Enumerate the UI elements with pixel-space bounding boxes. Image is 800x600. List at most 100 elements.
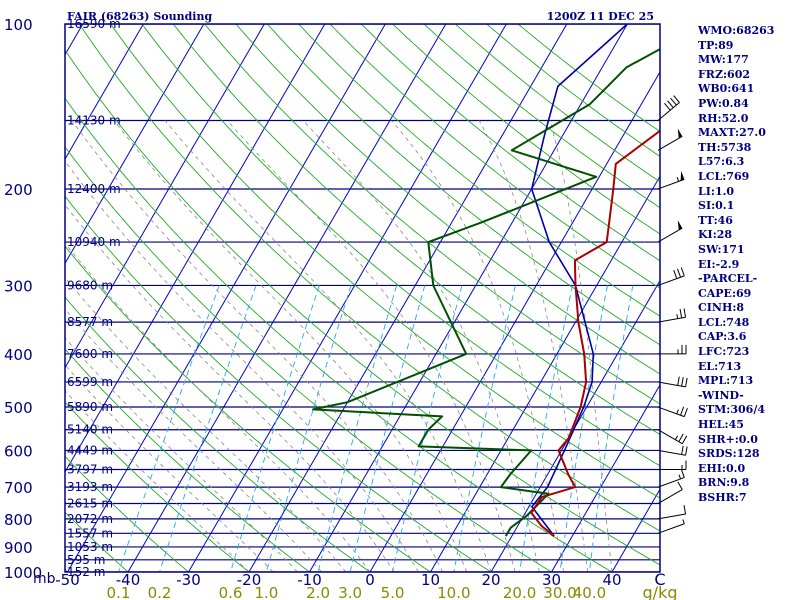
index-line: TT:46: [698, 213, 733, 227]
temperature-tick-label: -50: [55, 571, 80, 589]
dry-adiabat: [65, 348, 310, 572]
indices-panel: WMO:68263 TP:89 MW:177 FRZ:602 WB0:641 PW:0.8…: [698, 24, 798, 506]
wind-barb: [657, 406, 688, 418]
wind-barb: [657, 429, 688, 445]
moist-adiabat: [302, 120, 540, 572]
height-label: 6599 m: [67, 375, 113, 389]
index-line: TH:5738: [698, 140, 752, 154]
index-line: LCL:769: [698, 169, 750, 183]
mixing-ratio-tick-label: 10.0: [437, 584, 470, 600]
index-line: WMO:68263: [698, 24, 775, 37]
wind-barb-feather: [683, 505, 687, 515]
index-line: MW:177: [698, 53, 749, 67]
wind-barb-half-feather: [674, 435, 679, 440]
height-label: 12400 m: [67, 182, 121, 196]
wind-barb-pennant: [680, 170, 685, 181]
wind-barb: [657, 220, 683, 243]
pressure-tick-label: 900: [4, 539, 33, 557]
wind-barb-feather: [679, 309, 683, 319]
wind-barb-feather: [681, 445, 684, 455]
wind-barb-feather: [681, 435, 688, 444]
isotherm: [65, 24, 326, 473]
mixing-ratio-line: [559, 285, 608, 572]
index-line: LFC:723: [698, 345, 750, 359]
mixing-ratio-line: [118, 285, 220, 572]
pressure-tick-label: 600: [4, 442, 33, 460]
index-line: PW:0.84: [698, 96, 749, 110]
height-label: 1557 m: [67, 526, 113, 540]
wind-barb-feather: [664, 102, 671, 111]
wind-barb-half-feather: [682, 519, 685, 524]
index-line: SW:171: [698, 242, 745, 256]
wind-barb-feather: [680, 406, 685, 416]
moist-adiabat: [65, 204, 395, 572]
mixing-ratio-line: [317, 285, 398, 572]
wind-barb: [658, 344, 687, 355]
index-line: CINH:8: [698, 301, 745, 315]
index-line: FRZ:602: [698, 67, 751, 81]
temperature-tick-label: -40: [116, 571, 141, 589]
isotherm: [248, 24, 568, 572]
isotherm: [65, 24, 144, 161]
wind-barb-staff: [657, 178, 685, 190]
mixing-ratio-tick-label: 2.0: [306, 584, 330, 600]
temperature-tick-label: 0: [365, 571, 375, 589]
wind-barb-feather: [677, 268, 682, 278]
wind-barb-staff: [657, 523, 685, 534]
temperature-unit-label: C: [654, 570, 665, 589]
isotherm: [67, 24, 386, 572]
moist-adiabat: [65, 337, 298, 572]
mixing-ratio-tick-label: 30.0: [543, 584, 576, 600]
mixing-ratio-line: [230, 285, 320, 572]
isotherm: [309, 24, 628, 572]
wind-barb-feather: [678, 433, 684, 442]
wind-barb-staff: [657, 429, 683, 445]
dry-adiabat: [65, 455, 189, 572]
isotherm: [551, 383, 660, 572]
moist-adiabat: [65, 277, 347, 572]
wind-barb-staff: [657, 135, 683, 151]
temperature-tick-label: -10: [297, 571, 322, 589]
height-label: 152 m: [67, 565, 105, 579]
isotherm: [127, 24, 447, 572]
height-label: 10940 m: [67, 235, 121, 249]
dry-adiabat: [266, 24, 660, 346]
wind-barb-half-feather: [676, 314, 679, 319]
dry-adiabat: [65, 511, 129, 572]
dry-adiabat: [110, 24, 660, 499]
index-line: STM:306/4: [698, 403, 765, 417]
dry-adiabat: [235, 24, 660, 375]
index-line: MPL:713: [698, 374, 754, 388]
wind-barb-feather: [677, 481, 683, 490]
index-line: EL:713: [698, 359, 742, 373]
index-line: SRDS:128: [698, 447, 760, 461]
index-line: CAP:3.6: [698, 330, 747, 344]
pressure-unit-label: mb: [33, 571, 56, 587]
moist-adiabat: [226, 120, 516, 572]
mixing-ratio-tick-label: 5.0: [381, 584, 405, 600]
wind-barb-feather: [680, 468, 685, 478]
isotherm: [65, 24, 265, 369]
wind-barb: [657, 376, 688, 388]
isotherm: [430, 175, 660, 572]
moist-adiabat: [65, 160, 419, 572]
pressure-tick-label: 800: [4, 511, 33, 529]
wind-barb: [657, 267, 685, 286]
height-label: 2615 m: [67, 497, 113, 511]
dewpoint-profile: [312, 47, 660, 537]
dry-adiabat: [360, 24, 660, 262]
wind-barb: [657, 128, 683, 151]
wind-barb-half-feather: [676, 409, 679, 415]
dry-adiabat: [172, 24, 660, 436]
height-label: 3193 m: [67, 480, 113, 494]
index-line: CAPE:69: [698, 286, 752, 300]
wind-barb-staff: [657, 406, 685, 418]
isotherm: [490, 279, 660, 572]
moist-adiabat: [71, 120, 443, 572]
sounding-time: 1200Z 11 DEC 25: [547, 10, 654, 23]
wind-barb-staff: [657, 513, 686, 520]
height-label: 595 m: [67, 553, 105, 567]
mixing-ratio-line: [453, 285, 516, 572]
index-line: EI:-2.9: [698, 257, 740, 271]
